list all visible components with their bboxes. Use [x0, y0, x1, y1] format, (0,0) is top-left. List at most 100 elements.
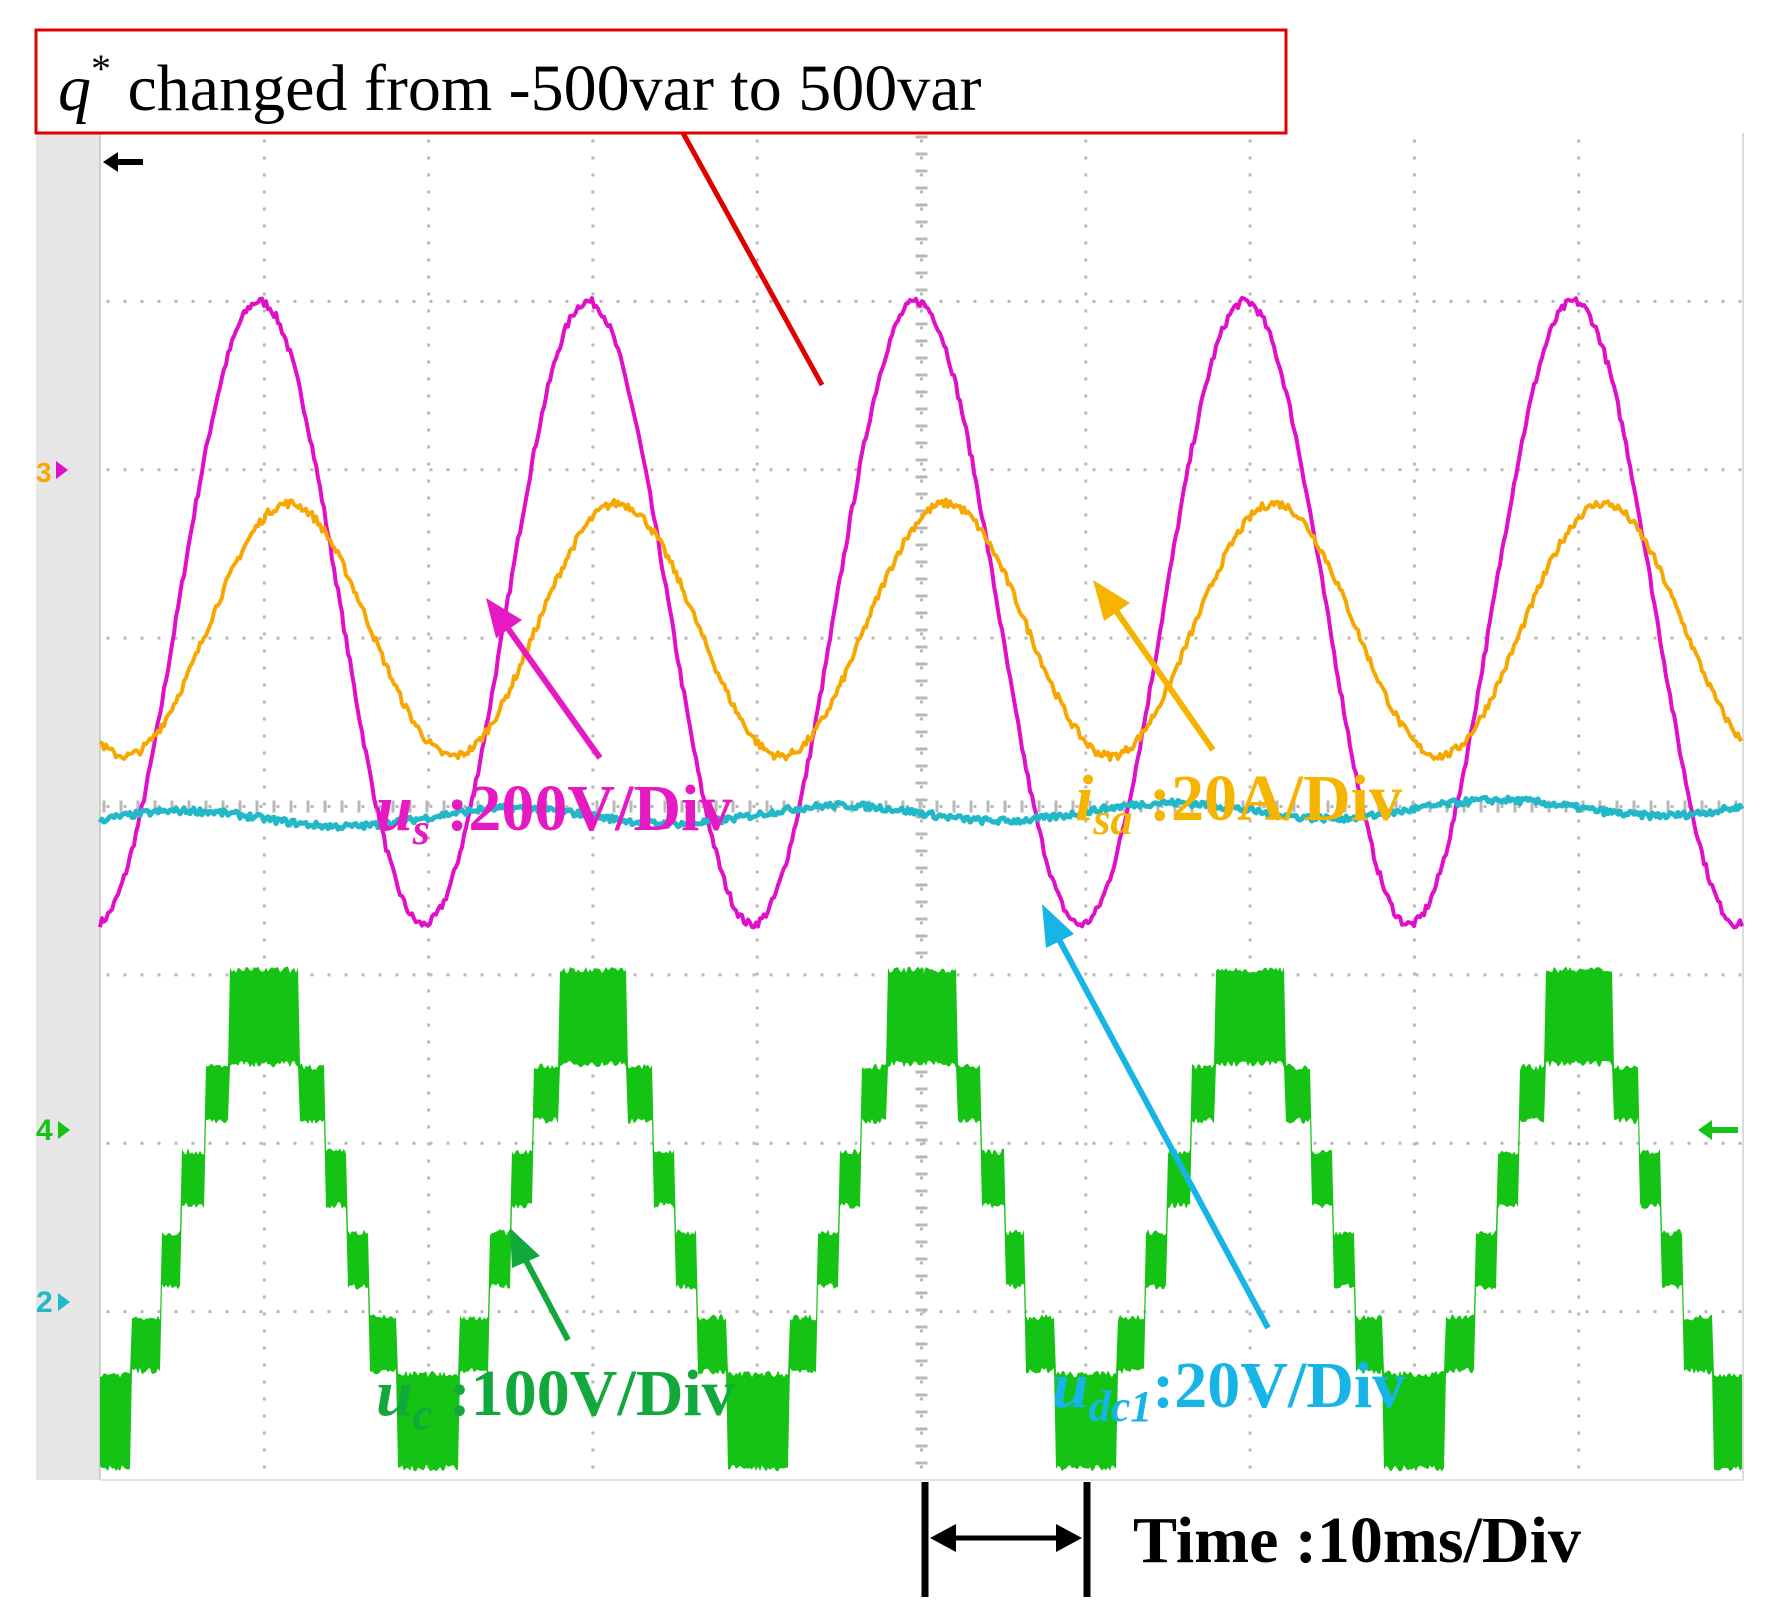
- grid-dot: [1500, 299, 1504, 303]
- grid-dot: [427, 1329, 431, 1333]
- center-tick: [915, 1223, 928, 1227]
- grid-dot: [1412, 819, 1416, 823]
- grid-dot: [1248, 547, 1252, 551]
- grid-dot: [497, 299, 501, 303]
- grid-dot: [1449, 1141, 1453, 1145]
- grid-dot: [755, 411, 759, 415]
- grid-dot: [591, 1142, 595, 1146]
- time-scale-indicator: Time :10ms/Div: [921, 1482, 1581, 1597]
- grid-dot: [1228, 1310, 1232, 1314]
- grid-dot: [1248, 1074, 1252, 1078]
- grid-dot: [427, 972, 431, 976]
- grid-dot: [276, 1141, 280, 1145]
- grid-dot: [293, 299, 297, 303]
- grid-dot: [427, 564, 431, 568]
- grid-dot: [497, 1141, 501, 1145]
- grid-dot: [1194, 299, 1198, 303]
- grid-dot: [262, 1176, 266, 1180]
- grid-dot: [990, 1141, 994, 1145]
- grid-dot: [1084, 326, 1088, 330]
- grid-dot: [752, 1310, 756, 1314]
- grid-dot: [769, 636, 773, 640]
- grid-dot: [1432, 1141, 1436, 1145]
- grid-dot: [1248, 1278, 1252, 1282]
- annotation-box: q* changed from -500var to 500var: [34, 28, 1288, 135]
- center-tick: [915, 730, 928, 734]
- grid-dot: [920, 462, 923, 466]
- grid-dot: [1577, 1380, 1581, 1384]
- center-tick: [1666, 800, 1670, 813]
- grid-dot: [1084, 819, 1088, 823]
- grid-dot: [1248, 1431, 1252, 1435]
- grid-dot: [920, 275, 923, 279]
- grid-dot: [427, 717, 431, 721]
- grid-dot: [591, 1125, 595, 1129]
- grid-dot: [514, 973, 518, 977]
- grid-dot: [1577, 343, 1581, 347]
- grid-dot: [1084, 700, 1088, 704]
- grid-dot: [633, 468, 637, 472]
- grid-dot: [1577, 1346, 1581, 1350]
- center-tick: [915, 1104, 928, 1108]
- grid-dot: [344, 468, 348, 472]
- grid-dot: [1721, 468, 1725, 472]
- grid-dot: [1534, 299, 1538, 303]
- grid-dot: [1084, 1159, 1088, 1163]
- grid-dot: [920, 768, 923, 772]
- grid-dot: [591, 462, 595, 466]
- svg-text:3: 3: [36, 457, 52, 488]
- grid-dot: [427, 615, 431, 619]
- grid-dot: [752, 973, 756, 977]
- center-tick: [915, 135, 928, 139]
- grid-dot: [259, 636, 263, 640]
- grid-dot: [1084, 1329, 1088, 1333]
- grid-dot: [1721, 1141, 1725, 1145]
- grid-dot: [591, 785, 595, 789]
- grid-dot: [1248, 156, 1252, 160]
- grid-dot: [990, 805, 994, 808]
- grid-dot: [242, 1310, 246, 1314]
- grid-dot: [920, 581, 923, 585]
- grid-dot: [1248, 615, 1252, 619]
- grid-dot: [1248, 1210, 1252, 1214]
- grid-dot: [837, 1141, 841, 1145]
- grid-dot: [755, 1006, 759, 1010]
- grid-dot: [1248, 530, 1252, 534]
- grid-dot: [429, 468, 433, 472]
- grid-dot: [591, 1227, 595, 1231]
- grid-dot: [1577, 241, 1581, 245]
- grid-dot: [208, 299, 212, 303]
- grid-dot: [755, 649, 759, 653]
- grid-dot: [1084, 972, 1088, 976]
- grid-dot: [1636, 468, 1640, 472]
- grid-dot: [262, 615, 266, 619]
- grid-dot: [591, 224, 595, 228]
- grid-dot: [755, 734, 759, 738]
- grid-dot: [1619, 805, 1623, 808]
- grid-dot: [1092, 636, 1096, 640]
- svg-text:q* changed from -500var to 500: q* changed from -500var to 500var: [58, 46, 982, 125]
- grid-dot: [225, 468, 229, 472]
- grid-dot: [1330, 1141, 1334, 1145]
- label-udc1: udc1:20V/Div: [1042, 904, 1405, 1431]
- grid-dot: [1619, 299, 1623, 303]
- trace-uc: [100, 966, 1742, 1472]
- center-tick: [915, 288, 928, 292]
- grid-dot: [1248, 241, 1252, 245]
- grid-dot: [429, 973, 433, 977]
- grid-dot: [427, 241, 431, 245]
- grid-dot: [548, 1141, 552, 1145]
- center-tick: [915, 475, 928, 479]
- grid-dot: [1483, 299, 1487, 303]
- svg-text:udc1:20V/Div: udc1:20V/Div: [1052, 1349, 1405, 1431]
- grid-dot: [755, 819, 759, 823]
- center-tick: [915, 849, 928, 853]
- grid-dot: [427, 1363, 431, 1367]
- grid-dot: [1364, 299, 1368, 303]
- grid-dot: [1248, 224, 1252, 228]
- grid-dot: [344, 299, 348, 303]
- grid-dot: [1084, 955, 1088, 959]
- center-tick: [915, 203, 928, 207]
- grid-dot: [395, 1310, 399, 1314]
- grid-dot: [633, 636, 637, 640]
